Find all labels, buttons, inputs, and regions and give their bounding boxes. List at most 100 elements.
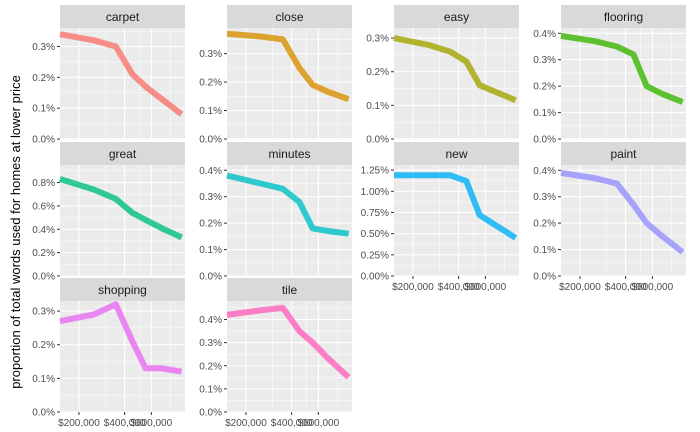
series-line-paint <box>560 169 685 255</box>
y-tick-label: 0.3% <box>199 338 222 349</box>
y-tick-label: 0.00% <box>361 272 389 283</box>
facet-panel-new: new 0.00% 0.25% 0.50% 0.75% 1.00% 1.25% $200,00… <box>361 142 519 293</box>
y-tick-label: 0.1% <box>199 245 222 256</box>
y-tick-label: 0.0% <box>32 135 55 146</box>
series-line-shopping <box>59 301 183 375</box>
panel-background <box>394 165 519 276</box>
x-tick-label: $200,000 <box>58 418 100 429</box>
y-tick-label: 0.1% <box>32 104 55 115</box>
facet-panel-shopping: shopping 0.0% 0.1% 0.2% 0.3% $200,000 $400,000… <box>32 278 185 429</box>
y-tick-label: 1.00% <box>361 187 389 198</box>
series-line-close <box>226 30 350 103</box>
panel-background <box>394 28 519 139</box>
y-tick-label: 0.0% <box>533 272 556 283</box>
x-tick-label: $600,000 <box>464 282 506 293</box>
y-tick-label: 0.1% <box>199 106 222 117</box>
y-tick-label: 0.0% <box>32 272 55 283</box>
x-tick-label: $600,000 <box>130 418 172 429</box>
facet-strip <box>394 5 519 28</box>
y-tick-label: 0.0% <box>199 408 222 419</box>
y-tick-label: 0.2% <box>366 67 389 78</box>
y-tick-label: 0.2% <box>533 219 556 230</box>
x-tick-label: $400,000 <box>271 418 313 429</box>
series-line-flooring <box>560 32 684 105</box>
facet-strip <box>227 5 352 28</box>
facet-strip-label: new <box>445 147 467 161</box>
facet-strip <box>561 142 686 165</box>
x-tick-label: $200,000 <box>559 282 601 293</box>
x-tick-label: $200,000 <box>392 282 434 293</box>
y-tick-label: 0.4% <box>533 166 556 177</box>
series-line-tile <box>226 304 351 380</box>
facet-strip <box>394 142 519 165</box>
y-tick-label: 0.2% <box>32 340 55 351</box>
y-tick-label: 0.0% <box>533 135 556 146</box>
facet-strip-label: easy <box>444 10 469 24</box>
facet-strip-label: great <box>109 147 137 161</box>
y-tick-label: 0.3% <box>199 49 222 60</box>
facet-strip <box>227 142 352 165</box>
series-line-minutes <box>226 172 349 237</box>
facet-panel-carpet: carpet 0.0% 0.1% 0.2% 0.3% <box>32 5 185 146</box>
facet-strip <box>60 278 185 301</box>
facet-strip-label: tile <box>282 283 298 297</box>
y-tick-label: 0.8% <box>32 178 55 189</box>
facet-panel-paint: paint 0.0% 0.1% 0.2% 0.3% 0.4% $200,000 $400,00… <box>533 142 686 293</box>
x-tick-label: $600,000 <box>631 282 673 293</box>
y-tick-label: 0.6% <box>32 201 55 212</box>
x-tick-label: $600,000 <box>297 418 339 429</box>
facet-strip <box>60 5 185 28</box>
y-tick-label: 0.25% <box>361 250 389 261</box>
facet-strip-label: carpet <box>106 10 140 24</box>
y-tick-label: 0.1% <box>533 108 556 119</box>
y-tick-label: 0.1% <box>366 101 389 112</box>
y-tick-label: 0.2% <box>199 78 222 89</box>
series-line-great <box>59 176 183 241</box>
facet-strip <box>60 142 185 165</box>
facet-panel-minutes: minutes 0.0% 0.1% 0.2% 0.3% 0.4% <box>199 142 352 283</box>
y-tick-label: 1.25% <box>361 166 389 177</box>
x-tick-label: $400,000 <box>104 418 146 429</box>
y-tick-label: 0.2% <box>32 248 55 259</box>
x-tick-label: $200,000 <box>225 418 267 429</box>
y-tick-label: 0.2% <box>199 219 222 230</box>
facet-strip <box>227 278 352 301</box>
y-tick-label: 0.0% <box>366 135 389 146</box>
facet-strip-label: flooring <box>604 10 643 24</box>
y-tick-label: 0.2% <box>533 82 556 93</box>
y-tick-label: 0.3% <box>199 192 222 203</box>
y-tick-label: 0.50% <box>361 229 389 240</box>
y-tick-label: 0.2% <box>199 361 222 372</box>
y-tick-label: 0.4% <box>533 29 556 40</box>
facet-panel-close: close 0.0% 0.1% 0.2% 0.3% <box>199 5 352 146</box>
facet-panel-tile: tile 0.0% 0.1% 0.2% 0.3% 0.4% $200,000 $400,000… <box>199 278 352 429</box>
y-tick-label: 0.3% <box>366 34 389 45</box>
y-tick-label: 0.3% <box>533 192 556 203</box>
facet-panel-flooring: flooring 0.0% 0.1% 0.2% 0.3% 0.4% <box>533 5 686 146</box>
facet-panel-great: great 0.0% 0.2% 0.4% 0.6% 0.8% <box>32 142 185 283</box>
y-tick-label: 0.4% <box>32 225 55 236</box>
facet-strip-label: close <box>275 10 303 24</box>
series-line-new <box>394 172 518 241</box>
facet-strip-label: shopping <box>98 283 147 297</box>
x-tick-label: $400,000 <box>438 282 480 293</box>
y-tick-label: 0.3% <box>32 42 55 53</box>
facet-strip-label: paint <box>610 147 637 161</box>
y-tick-label: 0.1% <box>533 245 556 256</box>
y-tick-label: 0.0% <box>199 272 222 283</box>
y-tick-label: 0.1% <box>32 374 55 385</box>
y-axis-title: proportion of total words used for homes… <box>8 75 23 389</box>
facet-strip-label: minutes <box>268 147 310 161</box>
facet-panel-easy: easy 0.0% 0.1% 0.2% 0.3% <box>366 5 519 146</box>
x-tick-label: $400,000 <box>605 282 647 293</box>
y-tick-label: 0.0% <box>199 135 222 146</box>
facet-strip <box>561 5 686 28</box>
y-tick-label: 0.1% <box>199 384 222 395</box>
y-tick-label: 0.75% <box>361 208 389 219</box>
series-line-easy <box>393 35 517 104</box>
y-tick-label: 0.3% <box>32 307 55 318</box>
y-tick-label: 0.3% <box>533 55 556 66</box>
y-tick-label: 0.2% <box>32 73 55 84</box>
series-line-carpet <box>59 31 184 117</box>
